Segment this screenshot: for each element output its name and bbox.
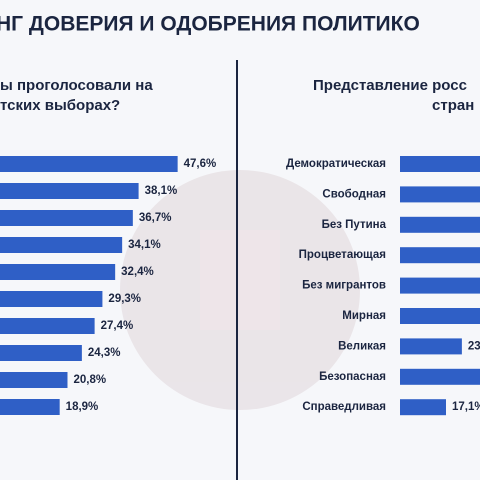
value-label: 17,1%: [452, 401, 480, 413]
bar: [400, 277, 480, 294]
bar: [0, 210, 133, 226]
subtitle: тских выборах?: [0, 97, 120, 114]
bar: [400, 368, 480, 385]
bar: [0, 237, 123, 253]
bar: [0, 264, 116, 280]
value-label: 36,7%: [139, 212, 172, 224]
value-label: 23: [468, 340, 480, 352]
category-label: Великая: [338, 340, 386, 352]
value-label: 27,4%: [101, 320, 134, 332]
value-label: 18,9%: [66, 401, 99, 413]
bar: [0, 318, 95, 334]
category-label: Справедливая: [302, 401, 386, 413]
value-label: 47,6%: [184, 158, 217, 170]
category-label: Процветающая: [299, 249, 386, 261]
category-label: Мирная: [342, 310, 386, 322]
value-label: 34,1%: [128, 239, 161, 251]
bar: [400, 399, 446, 416]
category-label: Свободная: [322, 188, 386, 200]
subtitle: ы проголосовали на: [0, 77, 153, 94]
bar: [400, 308, 480, 324]
bar: [0, 291, 103, 307]
bar: [400, 247, 480, 264]
value-label: 32,4%: [121, 266, 154, 278]
bar: [400, 186, 480, 203]
emblem: [120, 170, 360, 410]
title: НГ ДОВЕРИЯ И ОДОБРЕНИЯ ПОЛИТИКО: [0, 13, 420, 36]
bar: [0, 183, 139, 199]
bar: [400, 338, 462, 355]
value-label: 24,3%: [88, 347, 121, 359]
bar: [400, 156, 480, 172]
bar: [400, 216, 480, 233]
bar: [0, 372, 68, 388]
bar: [0, 345, 82, 361]
category-label: Демократическая: [286, 158, 386, 170]
bar: [0, 399, 60, 415]
value-label: 20,8%: [73, 374, 106, 386]
bar: [0, 156, 178, 172]
subtitle: Представление росс: [313, 77, 467, 94]
category-label: Без Путина: [322, 219, 387, 231]
category-label: Безопасная: [319, 371, 386, 383]
value-label: 38,1%: [145, 185, 178, 197]
value-label: 29,3%: [108, 293, 141, 305]
subtitle: стран: [432, 97, 474, 114]
category-label: Без мигрантов: [302, 280, 386, 292]
